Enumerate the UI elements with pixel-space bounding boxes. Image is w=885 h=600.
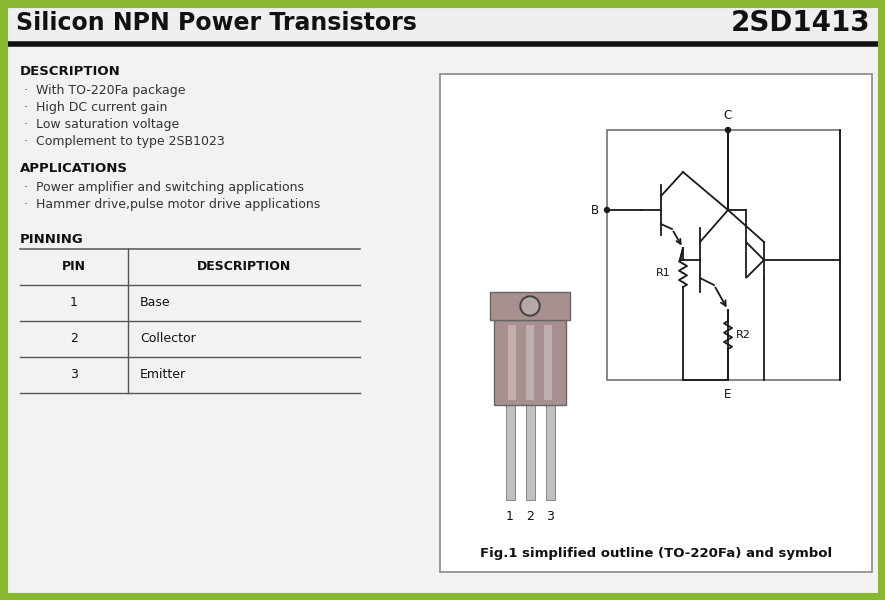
Text: R1: R1 (657, 268, 671, 278)
Bar (490, 292, 570, 320)
Text: DESCRIPTION: DESCRIPTION (196, 260, 291, 274)
Text: PINNING: PINNING (20, 233, 84, 246)
Text: C: C (724, 109, 732, 122)
Text: Fig.1 simplified outline (TO-220Fa) and symbol: Fig.1 simplified outline (TO-220Fa) and … (480, 547, 832, 560)
Bar (440, 74, 872, 572)
Bar (526, 325, 534, 400)
Text: PIN: PIN (62, 260, 86, 274)
Bar (526, 405, 535, 500)
Text: ·  High DC current gain: · High DC current gain (24, 101, 167, 114)
Bar (508, 325, 516, 400)
Text: ·  Power amplifier and switching applications: · Power amplifier and switching applicat… (24, 181, 304, 194)
Circle shape (604, 208, 610, 212)
Text: ·  Hammer drive,pulse motor drive applications: · Hammer drive,pulse motor drive applica… (24, 198, 320, 211)
Text: Silicon NPN Power Transistors: Silicon NPN Power Transistors (16, 11, 417, 35)
Text: Base: Base (140, 296, 171, 310)
Text: DESCRIPTION: DESCRIPTION (20, 65, 120, 78)
Text: R2: R2 (736, 330, 750, 340)
Text: 1: 1 (506, 510, 514, 523)
Text: B: B (591, 203, 599, 217)
Bar (505, 405, 514, 500)
Text: E: E (724, 388, 732, 401)
Text: ·  Complement to type 2SB1023: · Complement to type 2SB1023 (24, 135, 225, 148)
Bar (3, 3, 882, 42)
Text: ·  Low saturation voltage: · Low saturation voltage (24, 118, 180, 131)
Circle shape (726, 127, 730, 133)
Bar (607, 130, 840, 380)
Text: APPLICATIONS: APPLICATIONS (20, 162, 128, 175)
Text: 2: 2 (70, 332, 78, 346)
Text: ·  With TO-220Fa package: · With TO-220Fa package (24, 84, 186, 97)
Bar (494, 320, 566, 405)
Text: 1: 1 (70, 296, 78, 310)
Bar (544, 325, 552, 400)
Text: 2SD1413: 2SD1413 (730, 9, 870, 37)
Text: Collector: Collector (140, 332, 196, 346)
Bar (545, 405, 555, 500)
Text: 2: 2 (526, 510, 534, 523)
Text: 3: 3 (546, 510, 554, 523)
Circle shape (522, 298, 538, 314)
Circle shape (520, 296, 540, 316)
Text: Emitter: Emitter (140, 368, 186, 382)
Text: 3: 3 (70, 368, 78, 382)
